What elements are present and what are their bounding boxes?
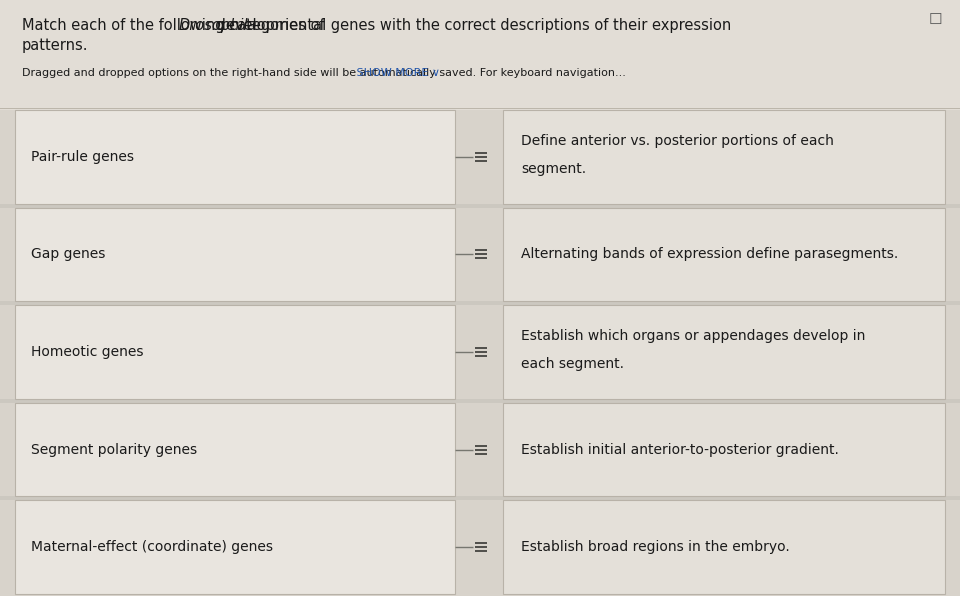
Text: Establish which organs or appendages develop in: Establish which organs or appendages dev… <box>521 329 865 343</box>
Bar <box>503 305 945 399</box>
Bar <box>0 399 960 403</box>
Bar <box>503 110 945 204</box>
Text: each segment.: each segment. <box>521 357 624 371</box>
Text: Drosophila: Drosophila <box>179 18 257 33</box>
Text: Establish broad regions in the embryo.: Establish broad regions in the embryo. <box>521 540 790 554</box>
Text: Homeotic genes: Homeotic genes <box>31 345 143 359</box>
Text: Define anterior vs. posterior portions of each: Define anterior vs. posterior portions o… <box>521 134 834 148</box>
Bar <box>15 207 455 301</box>
Text: segment.: segment. <box>521 162 587 176</box>
Text: developmental genes with the correct descriptions of their expression: developmental genes with the correct des… <box>212 18 731 33</box>
Bar <box>15 403 455 496</box>
Text: Pair-rule genes: Pair-rule genes <box>31 150 134 164</box>
Bar <box>503 501 945 594</box>
Bar <box>0 0 960 110</box>
Text: Gap genes: Gap genes <box>31 247 106 262</box>
Bar <box>503 403 945 496</box>
Bar <box>15 501 455 594</box>
Text: patterns.: patterns. <box>22 38 88 53</box>
Bar <box>0 301 960 305</box>
Text: SHOW MORE ∨: SHOW MORE ∨ <box>352 68 440 78</box>
Text: Alternating bands of expression define parasegments.: Alternating bands of expression define p… <box>521 247 899 262</box>
Text: Match each of the following categories of: Match each of the following categories o… <box>22 18 329 33</box>
Bar <box>0 496 960 501</box>
Text: Maternal-effect (coordinate) genes: Maternal-effect (coordinate) genes <box>31 540 273 554</box>
Text: Segment polarity genes: Segment polarity genes <box>31 443 197 457</box>
Bar <box>15 305 455 399</box>
Text: Dragged and dropped options on the right-hand side will be automatically saved. : Dragged and dropped options on the right… <box>22 68 626 78</box>
Bar <box>15 110 455 204</box>
Text: ☐: ☐ <box>928 12 942 27</box>
Bar <box>503 207 945 301</box>
Text: Establish initial anterior-to-posterior gradient.: Establish initial anterior-to-posterior … <box>521 443 839 457</box>
Bar <box>0 204 960 207</box>
